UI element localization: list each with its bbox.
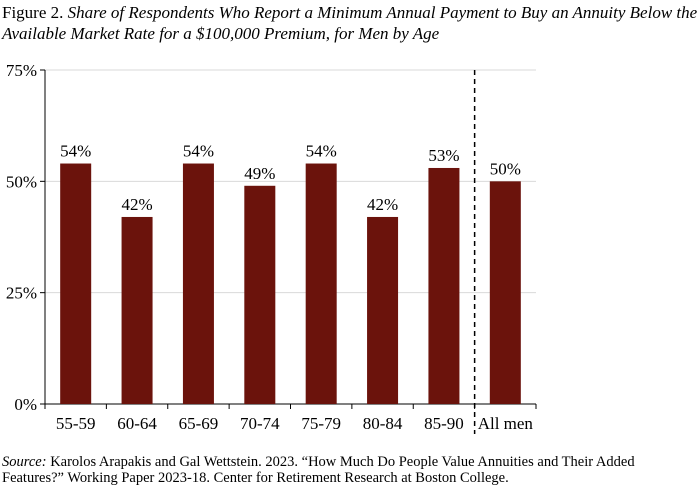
data-label: 53% (428, 146, 459, 165)
data-label: 42% (367, 195, 398, 214)
title-text: Share of Respondents Who Report a Minimu… (2, 3, 698, 43)
data-label: 49% (244, 164, 275, 183)
source-label: Source: (2, 454, 47, 470)
bar (60, 163, 92, 404)
x-category-label: 60-64 (117, 414, 157, 433)
x-category-label: 65-69 (179, 414, 219, 433)
y-tick-label: 50% (6, 172, 37, 191)
bar (244, 185, 276, 404)
bar (305, 163, 337, 404)
bar (367, 216, 399, 404)
figure-label: Figure 2. (2, 3, 64, 22)
data-label: 54% (60, 142, 91, 161)
data-label: 54% (306, 142, 337, 161)
y-tick-label: 75% (6, 61, 37, 80)
y-tick-label: 0% (14, 395, 37, 414)
source-text: Karolos Arapakis and Gal Wettstein. 2023… (2, 454, 635, 486)
y-tick-label: 25% (6, 284, 37, 303)
x-category-label: 80-84 (363, 414, 403, 433)
x-category-label: 55-59 (56, 414, 96, 433)
x-category-label: All men (478, 414, 534, 433)
data-label: 54% (183, 142, 214, 161)
x-category-label: 75-79 (301, 414, 341, 433)
data-label: 50% (490, 159, 521, 178)
data-label: 42% (121, 195, 152, 214)
chart-title: Figure 2. Share of Respondents Who Repor… (2, 2, 698, 44)
x-category-label: 70-74 (240, 414, 280, 433)
x-category-label: 85-90 (424, 414, 464, 433)
bar (428, 167, 460, 404)
bar (182, 163, 214, 404)
source-note: Source: Karolos Arapakis and Gal Wettste… (2, 454, 698, 486)
bar (121, 216, 153, 404)
bar (489, 181, 521, 404)
